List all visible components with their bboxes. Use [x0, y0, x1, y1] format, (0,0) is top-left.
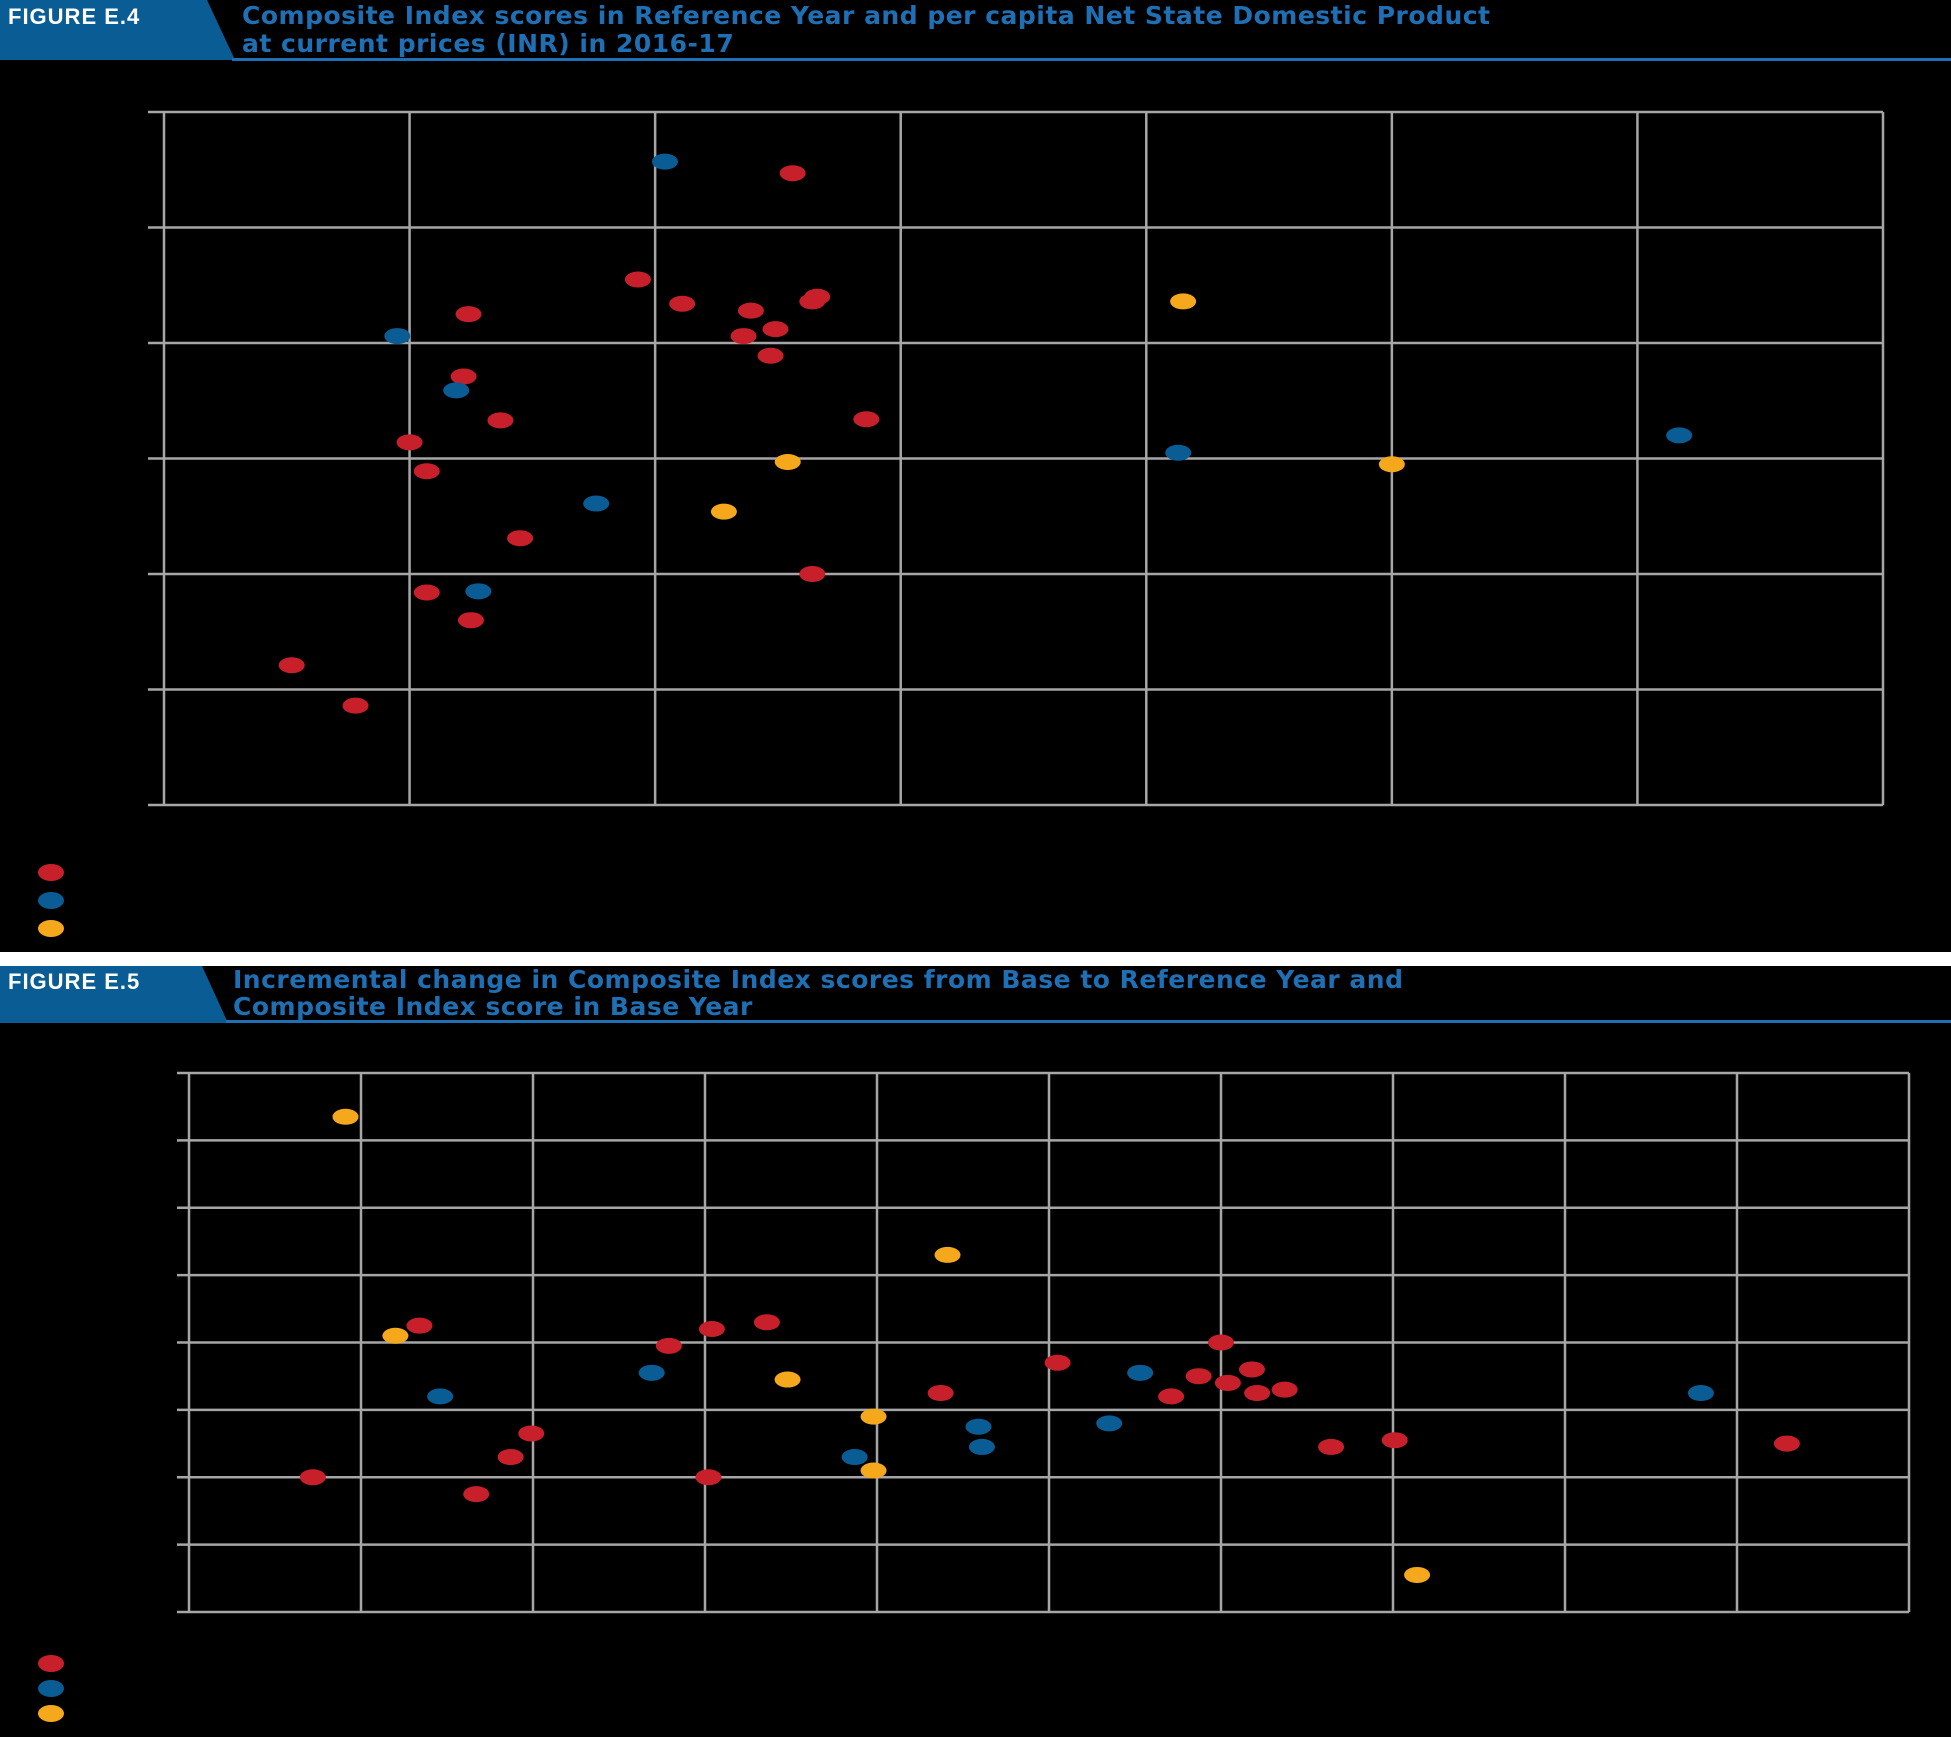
data-point-yellow [860, 1408, 887, 1425]
data-point-blue [1687, 1385, 1714, 1402]
data-point-red [1214, 1374, 1241, 1391]
figure-separator [0, 952, 1951, 966]
legend-marker-blue [38, 1680, 64, 1697]
data-points [278, 153, 1693, 714]
figure-badge [0, 0, 235, 60]
data-point-red [342, 697, 369, 714]
legend-marker-blue [38, 892, 64, 909]
figure-title-line1: Composite Index scores in Reference Year… [242, 1, 1491, 30]
figure-badge [0, 966, 228, 1023]
data-point-red [762, 321, 789, 338]
data-point-red [757, 347, 784, 364]
data-point-blue [384, 328, 411, 345]
grid-lines [148, 110, 1885, 807]
data-point-red [624, 271, 651, 288]
data-point-red [1044, 1354, 1071, 1371]
figure-title-line1: Incremental change in Composite Index sc… [233, 965, 1404, 994]
data-point-red [1238, 1361, 1265, 1378]
data-point-red [455, 306, 482, 323]
data-point-red [698, 1321, 725, 1338]
figure-label: FIGURE E.5 [8, 969, 141, 994]
legend-marker-red [38, 1655, 64, 1672]
data-point-red [507, 530, 534, 547]
legend-marker-yellow [38, 920, 64, 937]
figure-header: FIGURE E.5 Incremental change in Composi… [0, 966, 1951, 1028]
scatter-chart-e5 [177, 1071, 1911, 1614]
data-point-blue [1165, 444, 1192, 461]
data-point-yellow [382, 1327, 409, 1344]
badge-shape [0, 966, 228, 1023]
data-point-red [1271, 1381, 1298, 1398]
data-point-yellow [1170, 293, 1197, 310]
data-point-blue [968, 1438, 995, 1455]
data-point-red [299, 1469, 326, 1486]
data-point-red [853, 411, 880, 428]
data-point-red [450, 368, 477, 385]
data-point-blue [1666, 427, 1693, 444]
data-point-blue [583, 495, 610, 512]
data-point-red [753, 1314, 780, 1331]
data-point-blue [651, 153, 678, 170]
figure-e5: FIGURE E.5 Incremental change in Composi… [0, 966, 1951, 1737]
legend-marker-red [38, 864, 64, 881]
data-point-red [1208, 1334, 1234, 1351]
data-point-yellow [710, 503, 737, 520]
legend-marker-yellow [38, 1705, 64, 1722]
data-point-red [804, 288, 831, 305]
data-point-red [1773, 1435, 1800, 1452]
data-point-red [655, 1337, 682, 1354]
data-point-yellow [1404, 1566, 1431, 1583]
figure-e4: FIGURE E.4 Composite Index scores in Ref… [0, 0, 1951, 937]
data-point-yellow [934, 1246, 961, 1263]
data-point-red [1185, 1368, 1212, 1385]
header-rule [232, 58, 1951, 61]
data-point-red [927, 1385, 954, 1402]
data-points [299, 1108, 1800, 1583]
data-point-red [737, 302, 764, 319]
data-point-blue [1096, 1415, 1123, 1432]
grid-lines [177, 1071, 1911, 1614]
scatter-chart-e4 [148, 110, 1885, 807]
data-point-blue [841, 1449, 868, 1466]
data-point-blue [1127, 1364, 1154, 1381]
data-point-red [730, 328, 757, 345]
data-point-red [799, 566, 826, 582]
badge-shape [0, 0, 235, 60]
data-point-red [779, 165, 806, 182]
data-point-red [396, 434, 423, 451]
data-point-blue [465, 583, 492, 600]
data-point-red [413, 584, 440, 601]
figure-header: FIGURE E.4 Composite Index scores in Ref… [0, 0, 1951, 62]
header-rule [226, 1020, 1951, 1023]
data-point-red [406, 1317, 433, 1334]
data-point-blue [443, 382, 470, 399]
data-point-red [1381, 1432, 1408, 1449]
data-point-red [1244, 1385, 1271, 1402]
figure-label: FIGURE E.4 [8, 4, 141, 29]
data-point-red [497, 1449, 524, 1466]
data-point-yellow [774, 453, 801, 470]
data-point-red [669, 295, 696, 312]
data-point-red [463, 1486, 490, 1503]
data-point-yellow [860, 1462, 887, 1479]
data-point-yellow [1378, 456, 1405, 473]
data-point-yellow [332, 1108, 359, 1125]
data-point-blue [427, 1388, 454, 1405]
data-point-red [695, 1469, 722, 1486]
figure-title-line2: at current prices (INR) in 2016-17 [242, 29, 735, 58]
data-point-red [457, 612, 484, 629]
data-point-red [413, 463, 440, 480]
data-point-red [1158, 1388, 1185, 1405]
data-point-red [518, 1425, 545, 1442]
data-point-red [487, 412, 514, 429]
data-point-red [278, 657, 305, 674]
data-point-yellow [774, 1371, 801, 1388]
data-point-blue [965, 1418, 992, 1435]
data-point-red [1318, 1438, 1345, 1455]
data-point-blue [638, 1364, 665, 1381]
figure-title-line2: Composite Index score in Base Year [233, 992, 753, 1021]
